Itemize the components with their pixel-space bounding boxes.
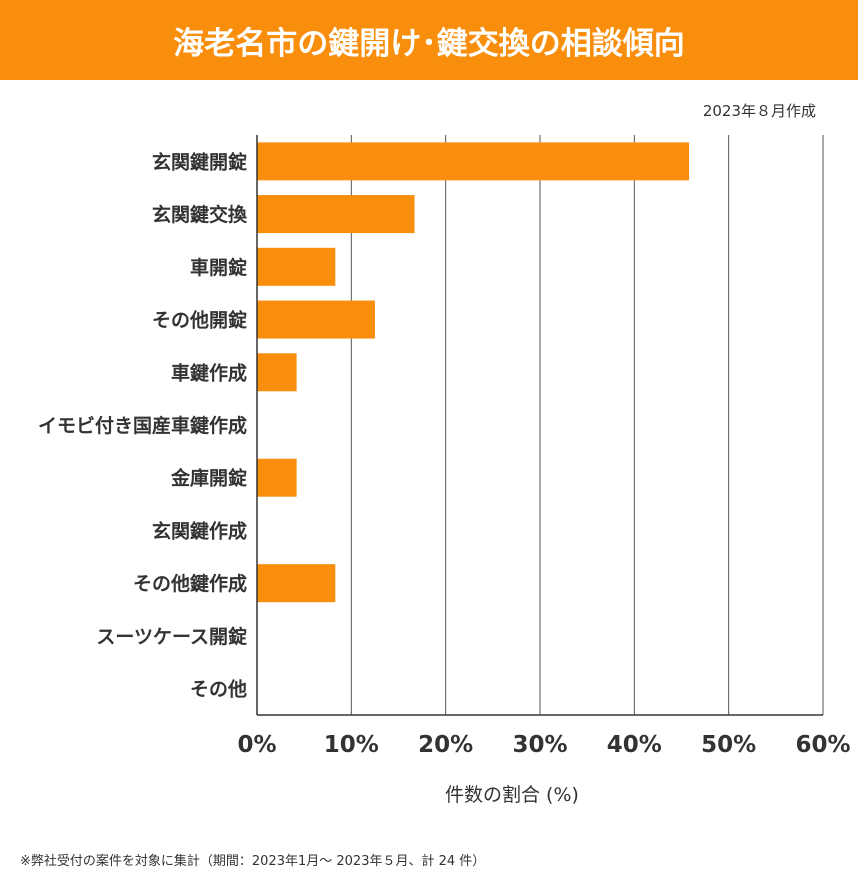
y-category-label: 車開錠 [190,256,247,279]
y-category-label: その他鍵作成 [133,572,247,595]
bar-1 [257,195,415,234]
x-tick-label: 40% [607,732,662,758]
x-tick-label: 20% [418,732,473,758]
date-note: 2023年８月作成 [702,102,816,120]
x-tick-label: 10% [324,732,379,758]
y-category-label: その他 [190,678,247,701]
bar-6 [257,458,297,497]
y-category-label: スーツケース開錠 [96,625,247,648]
x-axis-label: 件数の割合 (%) [445,784,579,806]
y-category-label: 玄関鍵作成 [152,519,247,542]
y-category-label: 玄関鍵交換 [152,203,248,226]
bar-4 [257,353,297,392]
bar-0 [257,142,690,181]
footnote: ※弊社受付の案件を対象に集計（期間：2023年1月～ 2023年５月、計 24 … [20,854,486,869]
y-category-label: 玄関鍵開錠 [152,150,247,173]
y-category-label: 金庫開錠 [170,467,247,490]
x-tick-label: 60% [795,732,850,758]
x-tick-label: 0% [237,732,276,758]
y-category-label: その他開錠 [152,309,247,332]
x-tick-label: 50% [701,732,756,758]
chart-title: 海老名市の鍵開け･鍵交換の相談傾向 [0,0,858,80]
y-category-label: イモビ付き国産車鍵作成 [38,414,247,437]
bar-3 [257,300,375,339]
x-tick-label: 30% [512,732,567,758]
bar-8 [257,564,336,603]
bar-2 [257,247,336,286]
y-category-label: 車鍵作成 [171,361,247,384]
